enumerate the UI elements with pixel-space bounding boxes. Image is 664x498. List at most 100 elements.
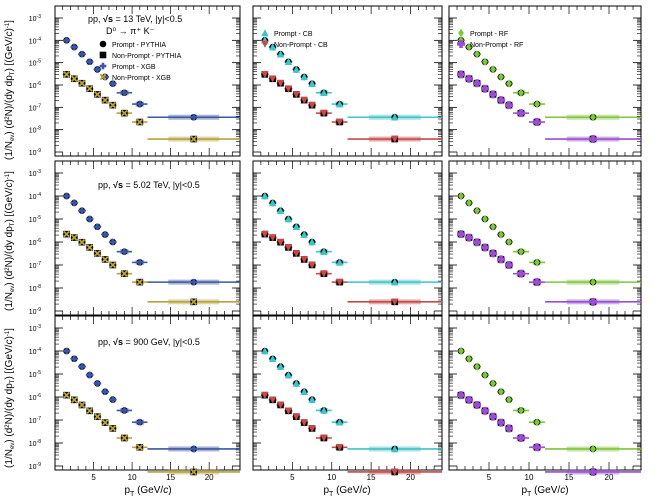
nonprompt-model-marker [308,425,316,433]
nonprompt-model-marker [497,96,506,105]
y-tick-label: 10-7 [29,103,41,112]
nonprompt-model-marker [465,395,474,404]
prompt-point [529,418,545,427]
legend-label: Non-Prompt - CB [274,42,328,49]
prompt-model-marker [276,50,285,58]
y-tick-label: 10-3 [29,324,41,333]
nonprompt-model-marker [308,261,316,269]
prompt-point [147,445,240,453]
prompt-point [513,247,529,256]
nonprompt-point [284,244,293,252]
nonprompt-point [331,444,348,452]
prompt-point [316,88,332,97]
prompt-point [132,100,148,108]
prompt-point [132,418,148,426]
nonprompt-model-marker [335,118,344,126]
nonprompt-model-marker [497,255,506,264]
nonprompt-model-marker [190,298,198,306]
prompt-point [108,80,117,87]
x-tick-label: 15 [166,473,175,482]
prompt-model-marker [506,79,512,88]
y-tick-label: 10-8 [29,126,41,135]
prompt-model-marker [136,418,144,426]
y-tick-label: 10-5 [29,370,41,379]
prompt-point [316,406,332,414]
prompt-model-marker [590,444,596,454]
legend-label: Non-Prompt - RF [470,42,523,49]
nonprompt-model-marker [300,419,308,427]
prompt-point [513,406,529,415]
prompt-point [78,50,86,58]
prompt-point [347,445,442,453]
panel-frame [252,160,443,316]
prompt-model-marker [284,215,293,223]
nonprompt-point [513,269,529,278]
prompt-point [489,65,497,74]
prompt-point [497,387,505,396]
nonprompt-model-marker [190,135,198,143]
nonprompt-point [545,297,641,306]
nonprompt-model-marker [320,434,328,442]
energy-annotation: pp, √s = 5.02 TeV, |y|<0.5 [98,180,200,190]
nonprompt-point [489,249,498,258]
y-tick-label: 10-8 [29,284,41,293]
prompt-model-marker [268,354,277,363]
prompt-point [70,355,79,363]
nonprompt-model-marker [94,413,101,420]
nonprompt-point [292,250,301,258]
prompt-point [347,278,442,286]
prompt-point [331,418,348,426]
nonprompt-point [78,401,86,409]
nonprompt-model-marker [391,468,399,476]
prompt-model-marker [466,42,472,52]
nonprompt-point [276,238,285,247]
prompt-point [276,50,285,58]
nonprompt-point [465,395,474,404]
nonprompt-point [347,468,442,476]
nonprompt-point [316,434,332,442]
nonprompt-model-marker [276,238,285,247]
prompt-point [457,191,465,201]
legend-label: Prompt - CB [274,31,313,38]
nonprompt-point [70,396,79,404]
prompt-point [529,99,545,109]
prompt-model-marker [109,238,117,246]
x-tick-label: 20 [205,473,214,482]
nonprompt-model-marker [101,256,109,263]
legend-entry-prompt-xgb: Prompt - XGB [99,62,156,71]
nonprompt-model-marker [391,135,399,143]
prompt-model-marker [506,395,512,404]
prompt-model-marker [534,99,540,109]
nonprompt-model-marker [533,443,541,452]
prompt-point [116,248,133,255]
panel-cb-row3: 5 10 15 20 [252,315,443,482]
nonprompt-point [473,238,482,247]
nonprompt-point [284,85,293,93]
prompt-model-marker [86,58,93,66]
prompt-model-marker [490,379,496,388]
prompt-point [108,238,117,246]
nonprompt-model-marker [94,250,101,257]
prompt-model-marker [70,199,78,207]
nonprompt-point [545,135,641,144]
y-tick-label: 10-6 [29,238,41,247]
prompt-point [465,354,473,363]
nonprompt-model-marker [473,238,482,247]
prompt-model-marker [63,37,70,44]
nonprompt-point [93,250,102,257]
prompt-model-marker [518,247,524,256]
nonprompt-point [101,256,109,263]
nonprompt-model-marker [292,91,301,99]
prompt-model-marker [490,65,496,74]
nonprompt-point [70,75,79,83]
nonprompt-point [545,467,641,476]
nonprompt-point [504,424,513,433]
nonprompt-model-marker [190,468,198,476]
prompt-point [308,238,316,246]
nonprompt-point [347,298,442,306]
nonprompt-model-marker [284,407,293,415]
x-axis-titles: pT (GeV/c) pT (GeV/c) pT (GeV/c) [124,485,568,498]
panel-pythia-row2: 10-9 10-8 10-7 10-6 10-5 10-4 10-3 pp, √s = 5.0… [29,160,241,316]
prompt-model-marker [78,363,86,370]
panel-pythia-row1: 10-9 10-8 10-7 10-6 10-5 10-4 10-3 Prompt - PYT… [29,5,241,157]
